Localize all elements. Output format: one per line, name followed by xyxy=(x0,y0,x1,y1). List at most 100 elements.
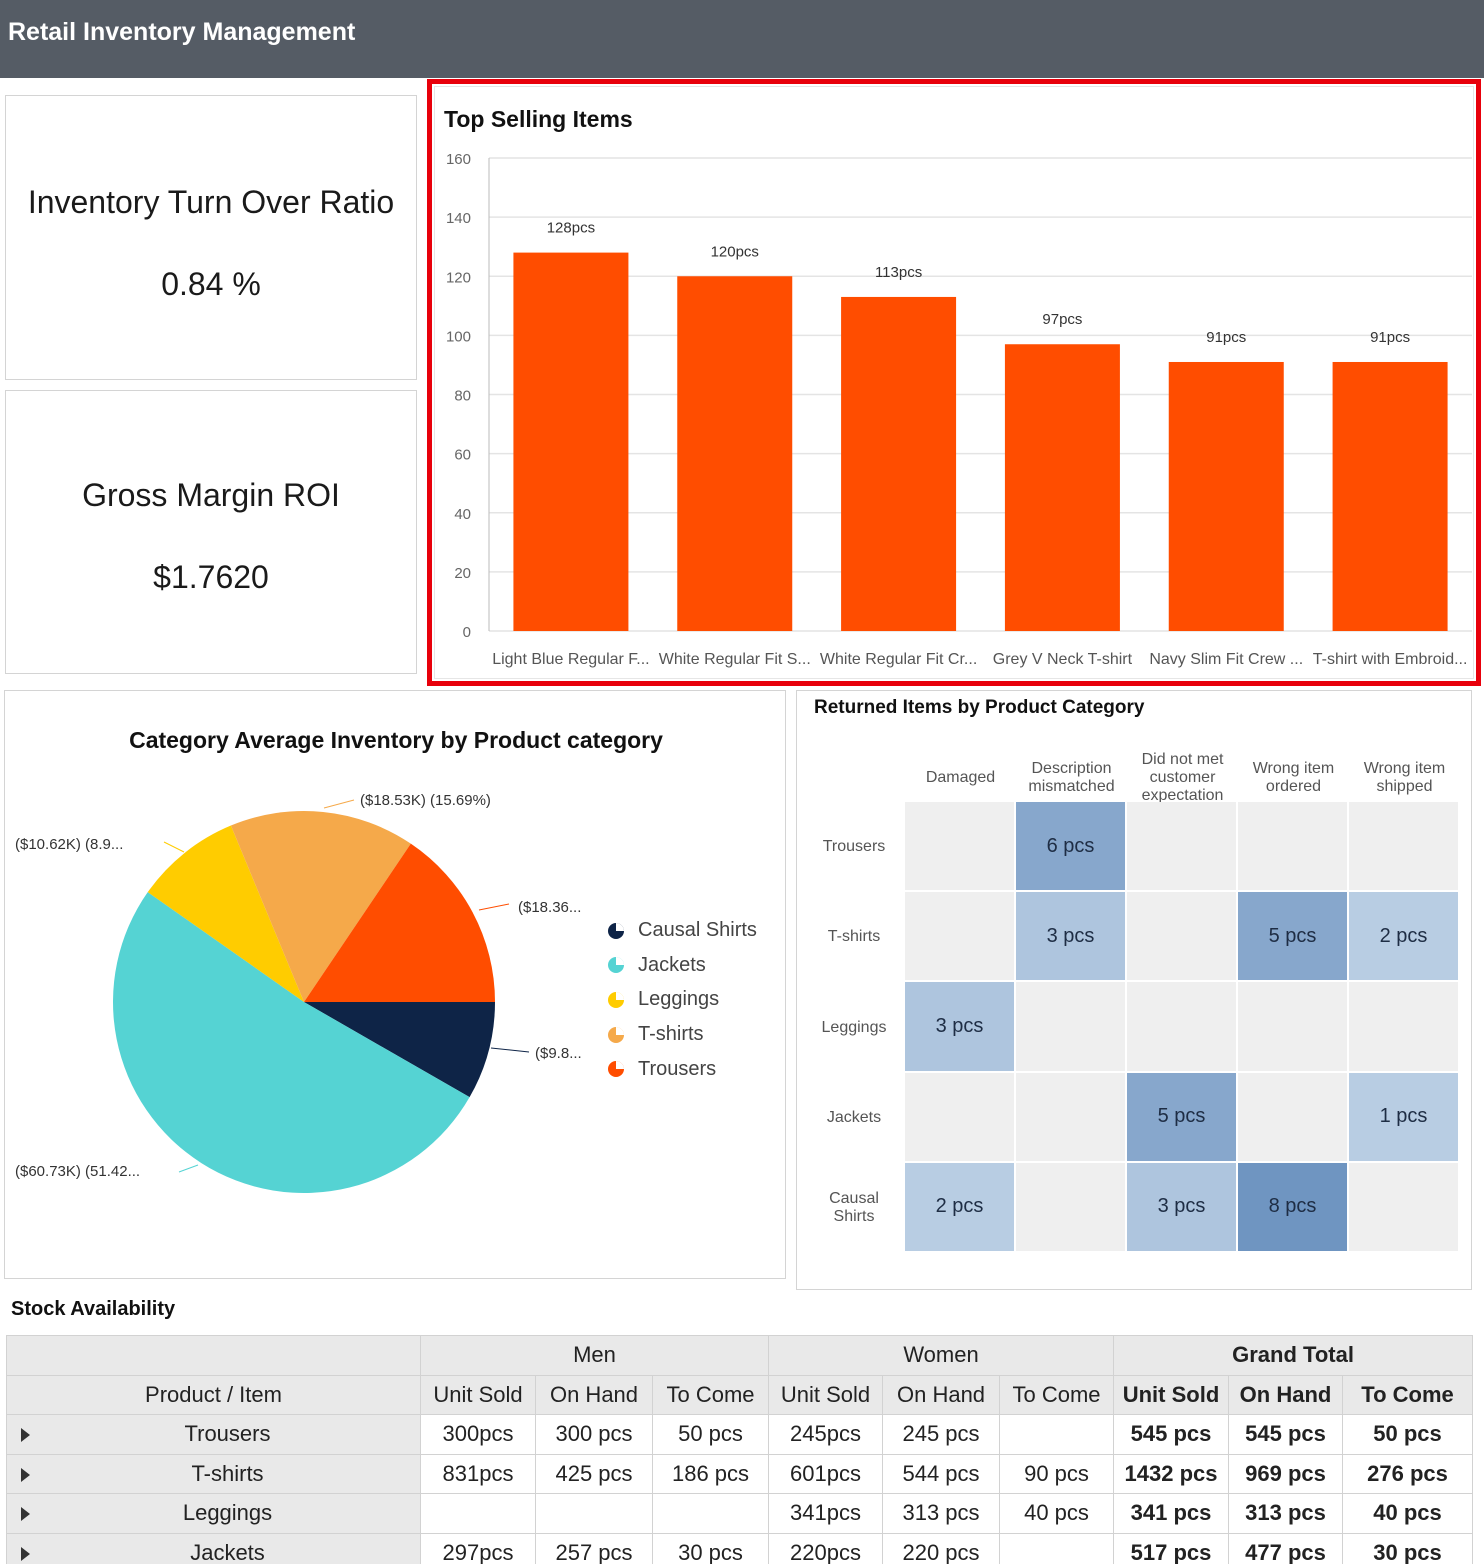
heatmap-cell[interactable]: 5 pcs xyxy=(1238,892,1347,981)
legend-item[interactable]: Jackets xyxy=(608,954,706,977)
bar-data-label: 91pcs xyxy=(1206,329,1246,346)
table-cell: 341 pcs xyxy=(1113,1493,1230,1534)
heatmap-cell[interactable] xyxy=(1349,802,1458,891)
table-cell xyxy=(999,1414,1115,1455)
row-header-cell[interactable]: Jackets xyxy=(6,1532,421,1564)
table-cell: 517 pcs xyxy=(1113,1532,1230,1564)
pie-slice[interactable] xyxy=(230,811,411,1002)
heatmap-cell[interactable]: 5 pcs xyxy=(1127,1072,1236,1161)
stock-title: Stock Availability xyxy=(11,1298,176,1320)
table-cell: 297pcs xyxy=(420,1532,536,1564)
heatmap-cell[interactable] xyxy=(1127,802,1236,891)
heatmap-cell[interactable] xyxy=(1238,802,1347,891)
x-tick-label: Navy Slim Fit Crew ... xyxy=(1149,651,1303,668)
heatmap-cell[interactable] xyxy=(1016,982,1125,1071)
y-tick-label: 120 xyxy=(446,269,471,286)
table-cell: 220pcs xyxy=(768,1532,884,1564)
pie-leader-line xyxy=(323,799,355,809)
legend-pie-icon xyxy=(608,991,624,1008)
expand-triangle-icon[interactable] xyxy=(21,1428,30,1442)
legend-item[interactable]: T-shirts xyxy=(608,1023,704,1046)
kpi-value: $1.7620 xyxy=(153,559,269,595)
bar-data-label: 113pcs xyxy=(875,264,922,281)
table-cell: 30 pcs xyxy=(1342,1532,1474,1564)
table-cell: 300pcs xyxy=(420,1414,536,1455)
bar[interactable] xyxy=(677,276,793,631)
column-header-product: Product / Item xyxy=(6,1374,421,1415)
legend-pie-wedge xyxy=(616,957,624,966)
column-header-on-hand: On Hand xyxy=(882,1374,1001,1415)
bar[interactable] xyxy=(1004,344,1120,631)
legend-item[interactable]: Leggings xyxy=(608,988,719,1011)
table-row: T-shirts 831pcs 425 pcs 186 pcs 601pcs 544 pc… xyxy=(6,1453,1474,1494)
legend-label: Leggings xyxy=(638,988,720,1011)
heatmap-cell[interactable] xyxy=(905,892,1014,981)
legend-item[interactable]: Trousers xyxy=(608,1058,716,1081)
table-cell: 544 pcs xyxy=(882,1453,1001,1494)
x-tick-label: T-shirt with Embroid... xyxy=(1313,651,1468,668)
row-label: Leggings xyxy=(182,1500,273,1526)
legend-item[interactable]: Causal Shirts xyxy=(608,919,757,942)
heatmap-cell[interactable]: 1 pcs xyxy=(1349,1072,1458,1161)
expand-triangle-icon[interactable] xyxy=(21,1546,30,1561)
pie-slice-label: ($60.73K) (51.42... xyxy=(15,1163,140,1180)
row-header-cell[interactable]: T-shirts xyxy=(6,1453,421,1494)
category-inventory-title: Category Average Inventory by Product ca… xyxy=(129,727,663,753)
app-header: Retail Inventory Management xyxy=(0,0,1484,78)
legend-pie-wedge xyxy=(616,922,624,931)
row-header-cell[interactable]: Leggings xyxy=(6,1493,421,1534)
heatmap-cell[interactable] xyxy=(1238,982,1347,1071)
heatmap-cell[interactable]: 6 pcs xyxy=(1016,802,1125,891)
pie-slice[interactable] xyxy=(304,1002,495,1098)
kpi-card-gross-margin: Gross Margin ROI $1.7620 xyxy=(5,390,417,674)
heatmap-cell[interactable]: 2 pcs xyxy=(1349,892,1458,981)
heatmap-cell[interactable] xyxy=(1016,1162,1125,1251)
stock-group-header-row: Men Women Grand Total xyxy=(6,1335,1474,1376)
row-header-cell[interactable]: Trousers xyxy=(6,1414,421,1455)
expand-triangle-icon[interactable] xyxy=(21,1507,30,1521)
returned-items-title: Returned Items by Product Category xyxy=(814,697,1145,718)
bar[interactable] xyxy=(1332,361,1448,631)
legend-pie-icon xyxy=(608,957,624,974)
table-row: Trousers 300pcs 300 pcs 50 pcs 245pcs 245 pcs… xyxy=(6,1414,1474,1455)
y-tick-label: 40 xyxy=(454,506,471,523)
bar[interactable] xyxy=(841,296,957,631)
heatmap-cell[interactable] xyxy=(1127,982,1236,1071)
legend-pie-wedge xyxy=(616,1026,624,1035)
kpi-value: 0.84 % xyxy=(161,266,261,302)
stock-column-header-row: Product / Item Unit Sold On Hand To Come… xyxy=(6,1374,1474,1415)
top-selling-title: Top Selling Items xyxy=(444,106,633,132)
heatmap-cell[interactable] xyxy=(905,1072,1014,1161)
heatmap-cell[interactable] xyxy=(905,802,1014,891)
group-header-women: Women xyxy=(768,1335,1115,1376)
expand-triangle-icon[interactable] xyxy=(21,1467,30,1482)
bar[interactable] xyxy=(513,252,629,631)
column-header-on-hand: On Hand xyxy=(1228,1374,1344,1415)
heatmap-cell[interactable] xyxy=(1238,1072,1347,1161)
heatmap-cell[interactable] xyxy=(1127,892,1236,981)
table-cell: 425 pcs xyxy=(535,1453,653,1494)
heatmap-cell[interactable] xyxy=(1349,1162,1458,1251)
y-tick-label: 140 xyxy=(446,210,471,227)
heatmap-cell[interactable]: 8 pcs xyxy=(1238,1162,1347,1251)
heatmap-column-header: Did not met customer expectation xyxy=(1141,751,1224,804)
table-cell: 90 pcs xyxy=(999,1453,1115,1494)
pie-slice-label: ($18.53K) (15.69%) xyxy=(360,792,491,809)
y-tick-label: 160 xyxy=(446,151,471,168)
heatmap-cell[interactable]: 3 pcs xyxy=(1016,892,1125,981)
heatmap-cell[interactable]: 2 pcs xyxy=(905,1162,1014,1251)
heatmap-cell[interactable] xyxy=(1016,1072,1125,1161)
pie-slice[interactable] xyxy=(112,892,470,1194)
table-cell: 257 pcs xyxy=(535,1532,653,1564)
bar[interactable] xyxy=(1168,361,1284,631)
row-label: Trousers xyxy=(184,1421,271,1447)
heatmap-cell[interactable]: 3 pcs xyxy=(1127,1162,1236,1251)
column-header-on-hand: On Hand xyxy=(535,1374,653,1415)
table-cell: 545 pcs xyxy=(1113,1414,1230,1455)
row-label: Jackets xyxy=(190,1539,265,1564)
column-header-unit-sold: Unit Sold xyxy=(420,1374,536,1415)
heatmap-cell[interactable] xyxy=(1349,982,1458,1071)
heatmap-cell[interactable]: 3 pcs xyxy=(905,982,1014,1071)
pie-slice[interactable] xyxy=(147,825,304,1002)
pie-slice[interactable] xyxy=(304,843,495,1002)
